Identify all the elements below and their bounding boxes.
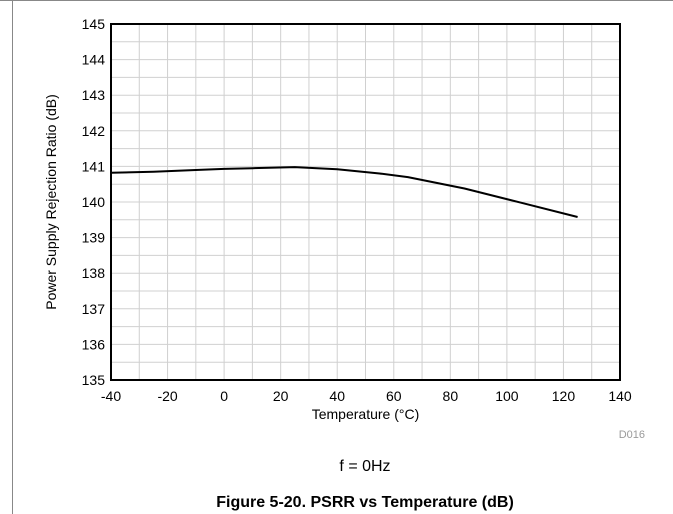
y-tick-label: 136 xyxy=(82,336,106,352)
x-tick-label: 40 xyxy=(329,388,345,404)
figure-code: D016 xyxy=(619,429,645,441)
x-tick-label: 60 xyxy=(386,388,402,404)
x-tick-label: 0 xyxy=(220,388,228,404)
x-axis-label: Temperature (°C) xyxy=(312,406,420,422)
figure-caption: Figure 5-20. PSRR vs Temperature (dB) xyxy=(216,494,514,511)
y-tick-label: 144 xyxy=(82,52,106,68)
y-tick-label: 138 xyxy=(82,265,106,281)
x-tick-label: 120 xyxy=(552,388,576,404)
x-tick-label: 20 xyxy=(273,388,289,404)
grid-lines xyxy=(111,24,620,380)
data-series xyxy=(110,166,578,218)
y-tick-label: 140 xyxy=(82,194,106,210)
y-tick-label: 137 xyxy=(82,301,106,317)
y-tick-label: 135 xyxy=(82,372,106,388)
test-condition: f = 0Hz xyxy=(339,458,390,475)
y-tick-label: 145 xyxy=(82,16,106,32)
y-tick-label: 142 xyxy=(82,123,106,139)
y-axis-ticks: 135 136 137 138 139 140 141 142 143 144 145 xyxy=(82,16,106,388)
x-tick-label: 80 xyxy=(443,388,459,404)
x-tick-label: 100 xyxy=(495,388,519,404)
y-tick-label: 143 xyxy=(82,87,106,103)
y-axis-label: Power Supply Rejection Ratio (dB) xyxy=(43,94,59,310)
plot-area xyxy=(110,23,621,381)
x-tick-label: -20 xyxy=(157,388,177,404)
y-tick-label: 141 xyxy=(82,158,106,174)
series-line xyxy=(110,166,578,218)
x-tick-label: -40 xyxy=(101,388,121,404)
x-axis-ticks: -40 -20 0 20 40 60 80 100 120 140 xyxy=(101,388,632,404)
y-tick-label: 139 xyxy=(82,230,106,246)
x-tick-label: 140 xyxy=(608,388,632,404)
